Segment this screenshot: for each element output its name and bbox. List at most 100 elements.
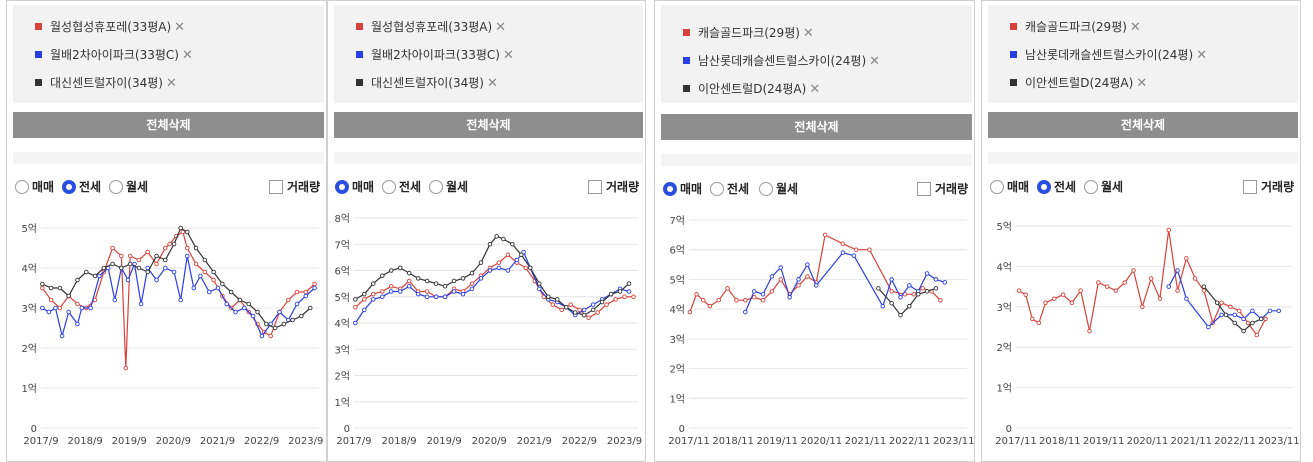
volume-checkbox[interactable]: 거래량 — [588, 179, 639, 195]
volume-checkbox[interactable]: 거래량 — [1243, 179, 1294, 195]
data-point — [264, 321, 269, 327]
x-tick-label: 2022/9 — [562, 436, 597, 447]
data-point — [83, 269, 89, 275]
data-point — [215, 285, 221, 291]
radio-sale[interactable]: 매매 — [335, 179, 374, 195]
checkbox-icon[interactable] — [269, 180, 283, 194]
radio-icon[interactable] — [990, 180, 1004, 194]
remove-icon[interactable]: ✕ — [486, 76, 498, 91]
checkbox-icon[interactable] — [1243, 180, 1257, 194]
data-point — [307, 305, 313, 311]
data-point — [127, 261, 133, 267]
legend-label: 캐슬골드파크(29평) — [698, 26, 800, 40]
y-tick-label: 4억 — [996, 261, 1012, 273]
radio-jeonse[interactable]: 전세 — [1037, 179, 1076, 195]
y-tick-label: 2억 — [334, 371, 350, 383]
data-point — [528, 265, 533, 271]
data-point — [898, 312, 903, 318]
remove-icon[interactable]: ✕ — [174, 20, 186, 35]
radio-jeonse[interactable]: 전세 — [62, 179, 101, 195]
radio-icon[interactable] — [429, 180, 443, 194]
remove-icon[interactable]: ✕ — [809, 82, 821, 97]
checkbox-icon[interactable] — [917, 182, 931, 196]
delete-all-button[interactable]: 전체삭제 — [988, 112, 1298, 138]
data-point — [1250, 308, 1255, 314]
radio-icon[interactable] — [1037, 180, 1051, 194]
data-point — [145, 249, 150, 255]
data-point — [1206, 324, 1211, 330]
x-tick-label: 2018/11 — [1039, 436, 1081, 447]
radio-monthly[interactable]: 월세 — [1084, 179, 1123, 195]
data-point — [933, 286, 939, 291]
y-tick-label: 4억 — [669, 304, 685, 316]
radio-icon[interactable] — [759, 182, 773, 196]
data-point — [1078, 288, 1083, 293]
remove-icon[interactable]: ✕ — [502, 48, 514, 63]
data-point — [242, 305, 247, 311]
data-point — [496, 260, 502, 265]
data-point — [1023, 292, 1028, 297]
delete-all-button[interactable]: 전체삭제 — [13, 112, 324, 138]
data-point — [707, 303, 713, 309]
data-point — [255, 309, 260, 315]
legend-swatch — [683, 85, 690, 92]
remove-icon[interactable]: ✕ — [495, 20, 507, 35]
radio-icon[interactable] — [382, 180, 396, 194]
remove-icon[interactable]: ✕ — [1136, 76, 1148, 91]
data-point — [167, 241, 172, 247]
data-point — [1250, 320, 1255, 326]
data-point — [59, 333, 65, 339]
data-point — [191, 285, 197, 291]
data-point — [1148, 276, 1154, 281]
data-point — [853, 247, 859, 252]
radio-monthly[interactable]: 월세 — [759, 181, 798, 197]
chart-panel-1: 월성협성휴포레(33평A) ✕ 월배2차아이파크(33평C) ✕ 대신센트럴자이(3… — [6, 0, 327, 462]
radio-sale[interactable]: 매매 — [990, 179, 1029, 195]
remove-icon[interactable]: ✕ — [1196, 48, 1208, 63]
data-point — [362, 297, 367, 302]
remove-icon[interactable]: ✕ — [802, 26, 814, 41]
radio-icon[interactable] — [1084, 180, 1098, 194]
data-point — [796, 283, 801, 288]
volume-checkbox[interactable]: 거래량 — [917, 181, 968, 197]
data-point — [290, 317, 295, 323]
data-point — [1232, 312, 1238, 318]
radio-icon[interactable] — [109, 180, 123, 194]
legend-box: 월성협성휴포레(33평A) ✕ 월배2차아이파크(33평C) ✕ 대신센트럴자이(3… — [334, 5, 643, 103]
radio-monthly[interactable]: 월세 — [109, 179, 148, 195]
legend-item: 남산롯데캐슬센트럴스카이(24평) ✕ — [683, 53, 880, 70]
radio-icon[interactable] — [710, 182, 724, 196]
legend-box: 캐슬골드파크(29평) ✕ 남산롯데캐슬센트럴스카이(24평) ✕ 이안센트럴D(2… — [661, 5, 972, 103]
checkbox-icon[interactable] — [588, 180, 602, 194]
data-point — [112, 297, 118, 303]
radio-monthly[interactable]: 월세 — [429, 179, 468, 195]
radio-sale[interactable]: 매매 — [663, 181, 702, 197]
data-point — [75, 301, 80, 307]
remove-icon[interactable]: ✕ — [869, 54, 881, 69]
data-point — [1201, 284, 1207, 289]
remove-icon[interactable]: ✕ — [165, 76, 177, 91]
x-tick-label: 2022/11 — [1214, 436, 1256, 447]
volume-checkbox[interactable]: 거래량 — [269, 179, 320, 195]
radio-icon[interactable] — [663, 182, 677, 196]
data-point — [537, 281, 542, 286]
data-point — [1276, 308, 1282, 314]
data-point — [1175, 268, 1180, 273]
data-point — [546, 294, 551, 299]
data-point — [478, 260, 484, 265]
delete-all-button[interactable]: 전체삭제 — [334, 112, 643, 138]
radio-icon[interactable] — [62, 180, 76, 194]
y-tick-label: 4억 — [334, 318, 350, 330]
data-point — [451, 278, 457, 284]
delete-all-button[interactable]: 전체삭제 — [661, 114, 972, 140]
data-point — [66, 309, 71, 315]
remove-icon[interactable]: ✕ — [181, 48, 193, 63]
radio-icon[interactable] — [335, 180, 349, 194]
data-point — [433, 294, 439, 299]
remove-icon[interactable]: ✕ — [1129, 20, 1141, 35]
radio-icon[interactable] — [15, 180, 29, 194]
radio-sale[interactable]: 매매 — [15, 179, 54, 195]
data-point — [202, 269, 208, 275]
radio-jeonse[interactable]: 전세 — [382, 179, 421, 195]
radio-jeonse[interactable]: 전세 — [710, 181, 749, 197]
